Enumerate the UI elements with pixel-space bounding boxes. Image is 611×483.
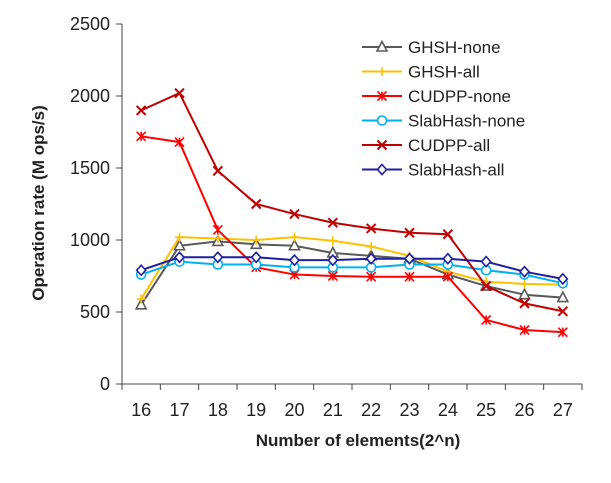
data-point	[519, 324, 530, 336]
data-point	[173, 251, 186, 264]
legend-label: SlabHash-all	[408, 161, 504, 180]
data-point	[557, 327, 568, 338]
data-point	[212, 251, 224, 264]
x-tick-label: 21	[323, 400, 343, 420]
x-tick-label: 23	[399, 400, 419, 420]
data-point	[442, 271, 453, 282]
y-tick-label: 1000	[70, 230, 110, 250]
data-point	[442, 252, 454, 265]
legend-label: CUDPP-none	[408, 87, 511, 106]
y-tick-label: 2000	[70, 86, 110, 106]
data-point	[557, 306, 569, 317]
data-point	[327, 270, 338, 282]
data-point	[174, 137, 185, 148]
data-point	[366, 241, 376, 251]
legend-entry: GHSH-none	[362, 38, 501, 57]
x-tick-label: 26	[514, 400, 534, 420]
x-tick-label: 20	[284, 400, 304, 420]
legend-entry: SlabHash-all	[362, 161, 504, 180]
data-point	[174, 87, 185, 99]
data-point	[518, 287, 531, 300]
data-point	[518, 265, 531, 278]
data-point	[135, 105, 147, 116]
data-point	[250, 251, 262, 264]
x-tick-label: 27	[553, 400, 573, 420]
legend: GHSH-none GHSH-all CUDPP-none SlabHash-none…	[362, 38, 525, 180]
series-line	[140, 91, 564, 313]
legend-entry: CUDPP-none	[362, 87, 511, 106]
legend-label: SlabHash-none	[408, 112, 525, 131]
data-point	[213, 234, 223, 244]
series-group	[134, 87, 570, 338]
data-point	[212, 165, 224, 177]
legend-label: CUDPP-all	[408, 136, 490, 155]
data-point	[328, 236, 338, 246]
data-point	[136, 131, 147, 142]
y-tick-label: 2500	[70, 14, 110, 34]
data-point	[212, 224, 223, 235]
x-tick-label: 18	[208, 400, 228, 420]
data-point	[556, 290, 570, 303]
data-point	[327, 253, 339, 267]
y-tick-label: 0	[100, 374, 110, 394]
data-point	[366, 271, 377, 282]
legend-marker	[375, 39, 389, 52]
data-point	[481, 314, 492, 325]
data-point	[480, 255, 492, 268]
y-tick-label: 1500	[70, 158, 110, 178]
data-point	[519, 298, 530, 309]
legend-marker	[377, 67, 387, 76]
data-point	[290, 232, 299, 242]
data-point	[442, 229, 454, 240]
data-point	[404, 227, 415, 239]
x-tick-labels: 16 17 18 19 20 21 22 23 24 25 26 27	[131, 400, 573, 420]
x-tick-label: 16	[131, 400, 151, 420]
axes	[116, 23, 583, 390]
legend-entry: SlabHash-none	[362, 112, 525, 131]
data-point	[404, 271, 415, 282]
data-point	[520, 279, 529, 289]
data-point	[134, 297, 148, 310]
data-point	[288, 238, 301, 251]
data-point	[173, 238, 186, 251]
data-point	[175, 232, 184, 242]
y-axis-title: Operation rate (M ops/s)	[29, 105, 48, 301]
legend-marker	[376, 139, 388, 151]
legend-label: GHSH-all	[408, 63, 480, 82]
x-tick-label: 24	[438, 400, 458, 420]
data-point	[403, 252, 416, 265]
x-tick-label: 19	[246, 400, 266, 420]
data-point	[557, 272, 569, 286]
data-point	[251, 235, 261, 245]
series-line	[141, 135, 563, 334]
series-slabhash-all	[135, 251, 569, 286]
legend-marker	[376, 90, 388, 102]
data-point	[365, 252, 377, 265]
legend-marker	[376, 163, 388, 176]
data-point	[136, 294, 146, 304]
series-cudpp-all	[135, 87, 569, 317]
y-tick-labels: 0 500 1000 1500 2000 2500	[70, 14, 110, 394]
x-tick-label: 22	[361, 400, 381, 420]
series-line	[140, 236, 563, 300]
series-line	[140, 240, 563, 306]
series-line	[140, 256, 564, 280]
data-point	[365, 223, 377, 234]
legend-marker	[376, 115, 388, 126]
series-line	[140, 260, 564, 285]
legend-label: GHSH-none	[408, 38, 501, 57]
x-axis-title: Number of elements(2^n)	[256, 431, 461, 450]
legend-entry: GHSH-all	[362, 63, 480, 82]
data-point	[250, 198, 262, 210]
y-tick-label: 500	[80, 302, 110, 322]
data-point	[289, 208, 300, 220]
x-tick-label: 17	[169, 400, 189, 420]
legend-entry: CUDPP-all	[362, 136, 490, 155]
data-point	[288, 253, 301, 267]
data-point	[480, 280, 492, 292]
x-tick-label: 25	[476, 400, 496, 420]
data-point	[135, 264, 147, 277]
data-point	[327, 217, 339, 228]
